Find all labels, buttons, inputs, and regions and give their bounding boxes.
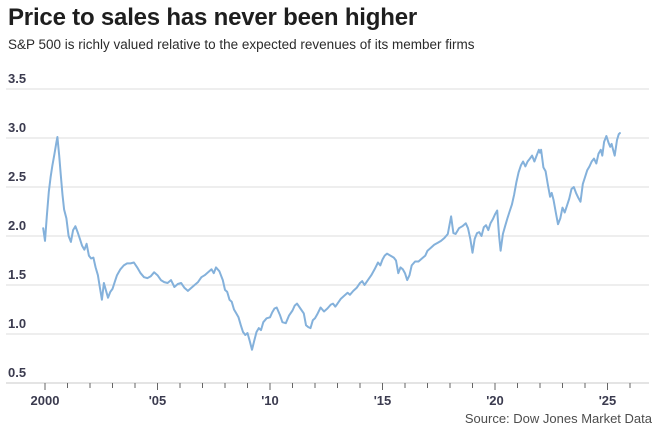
y-tick-label: 3.5	[8, 71, 26, 86]
x-tick-label: '15	[374, 393, 392, 408]
x-tick-label: '10	[261, 393, 279, 408]
chart-subtitle: S&P 500 is richly valued relative to the…	[8, 37, 475, 52]
source-attribution: Source: Dow Jones Market Data	[464, 411, 652, 426]
series-line	[42, 132, 621, 351]
y-tick-label: 1.0	[8, 316, 26, 331]
x-tick-label: '20	[486, 393, 504, 408]
chart-title: Price to sales has never been higher	[8, 4, 417, 31]
x-tick-label: '25	[599, 393, 617, 408]
y-tick-label: 2.5	[8, 169, 26, 184]
y-tick-label: 0.5	[8, 365, 26, 380]
x-tick-label: '05	[149, 393, 167, 408]
y-tick-label: 1.5	[8, 267, 26, 282]
y-tick-label: 3.0	[8, 120, 26, 135]
x-tick-label: 2000	[31, 393, 60, 408]
y-tick-label: 2.0	[8, 218, 26, 233]
